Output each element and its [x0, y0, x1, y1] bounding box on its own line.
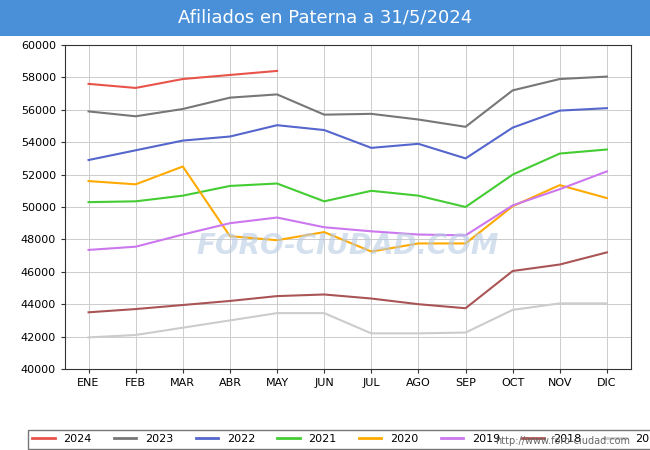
- Text: Afiliados en Paterna a 31/5/2024: Afiliados en Paterna a 31/5/2024: [178, 9, 472, 27]
- Text: FORO-CIUDAD.COM: FORO-CIUDAD.COM: [196, 232, 499, 260]
- Text: http://www.foro-ciudad.com: http://www.foro-ciudad.com: [495, 436, 630, 446]
- Legend: 2024, 2023, 2022, 2021, 2020, 2019, 2018, 2017: 2024, 2023, 2022, 2021, 2020, 2019, 2018…: [28, 430, 650, 449]
